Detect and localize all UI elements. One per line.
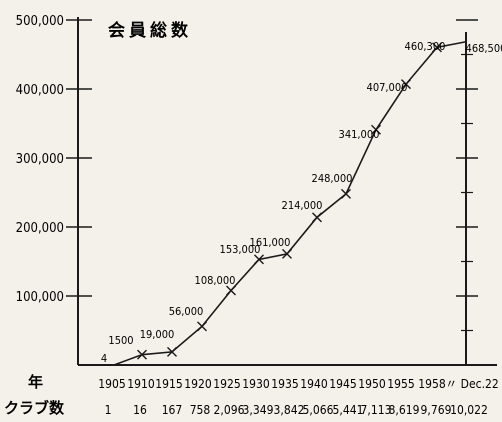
club-count-label: 9,769 (421, 403, 452, 417)
y-tick-label: 500,000 (16, 14, 64, 29)
data-value-label: 153,000 (220, 243, 261, 256)
marker-stroke (401, 79, 411, 90)
data-value-label: 214,000 (282, 199, 323, 212)
data-markers (137, 42, 442, 360)
x-tick-label: 1925 (213, 377, 240, 391)
axes (77, 17, 497, 366)
x-tick-label: 1958 (418, 377, 446, 391)
marker-stroke (197, 321, 207, 332)
data-value-label: 56,000 (169, 305, 204, 318)
data-point-marker (401, 79, 411, 90)
y-tick-label: 100,000 (16, 290, 64, 305)
y-tick-label: 300,000 (16, 152, 64, 167)
club-row-label: クラブ数 (4, 399, 65, 417)
data-point-marker (282, 248, 292, 259)
club-count-label: 3,842 (274, 403, 305, 417)
x-tick-label: 1955 (387, 377, 414, 391)
data-point-marker (371, 124, 381, 135)
x-tick-label: 〃 Dec.22 (445, 377, 499, 391)
year-row-label: 年 (28, 373, 43, 391)
y-tick-label: 200,000 (16, 221, 64, 236)
data-point-marker (197, 321, 207, 332)
data-point-marker (312, 212, 322, 223)
chart-title: 会員総数 (108, 20, 192, 41)
data-value-label: 161,000 (250, 236, 291, 249)
marker-stroke (371, 124, 381, 135)
club-count-label: 5,066 (303, 403, 334, 417)
club-count-label: 3,349 (243, 403, 274, 417)
data-value-label: 468,500 (466, 42, 502, 55)
data-value-label: 4 (101, 352, 107, 365)
club-count-label: 16 (133, 403, 147, 417)
club-count-label: 167 (162, 403, 183, 417)
data-value-label: 1500 (108, 334, 133, 347)
data-point-marker (254, 254, 264, 265)
data-value-label: 19,000 (140, 328, 175, 341)
club-count-label: 7,113 (361, 403, 392, 417)
x-tick-label: 1950 (358, 377, 386, 391)
marker-stroke (341, 188, 351, 199)
marker-stroke (254, 254, 264, 265)
data-point-marker (432, 42, 442, 53)
x-tick-label: 1940 (300, 377, 328, 391)
club-count-label: 1 (105, 403, 112, 417)
data-point-marker (137, 349, 147, 360)
data-value-label: 407,000 (367, 81, 408, 94)
data-point-marker (226, 285, 236, 296)
x-tick-label: 1910 (127, 377, 155, 391)
data-value-label: 108,000 (195, 274, 236, 287)
marker-stroke (312, 212, 322, 223)
club-count-label: 10,022 (450, 403, 488, 417)
club-count-label: 5,441 (333, 403, 364, 417)
x-tick-label: 1945 (329, 377, 356, 391)
marker-stroke (282, 248, 292, 259)
x-tick-label: 1905 (98, 377, 125, 391)
y-ticks: 500,000 400,000 300,000 200,000 100,000 (16, 14, 478, 332)
x-tick-label: 1930 (242, 377, 270, 391)
data-value-label: 460,300 (405, 40, 446, 53)
marker-stroke (226, 285, 236, 296)
marker-stroke (167, 346, 177, 357)
club-count-label: 2,096 (214, 403, 245, 417)
data-value-label: 341,000 (339, 128, 380, 141)
marker-stroke (137, 349, 147, 360)
x-tick-label: 1915 (155, 377, 182, 391)
data-point-marker (167, 346, 177, 357)
x-tick-label: 1935 (271, 377, 298, 391)
data-value-label: 248,000 (312, 172, 353, 185)
x-tick-label: 1920 (184, 377, 212, 391)
club-count-label: 8,619 (389, 403, 420, 417)
data-point-marker (341, 188, 351, 199)
marker-stroke (432, 42, 442, 53)
y-tick-label: 400,000 (16, 83, 64, 98)
club-count-label: 758 (190, 403, 211, 417)
